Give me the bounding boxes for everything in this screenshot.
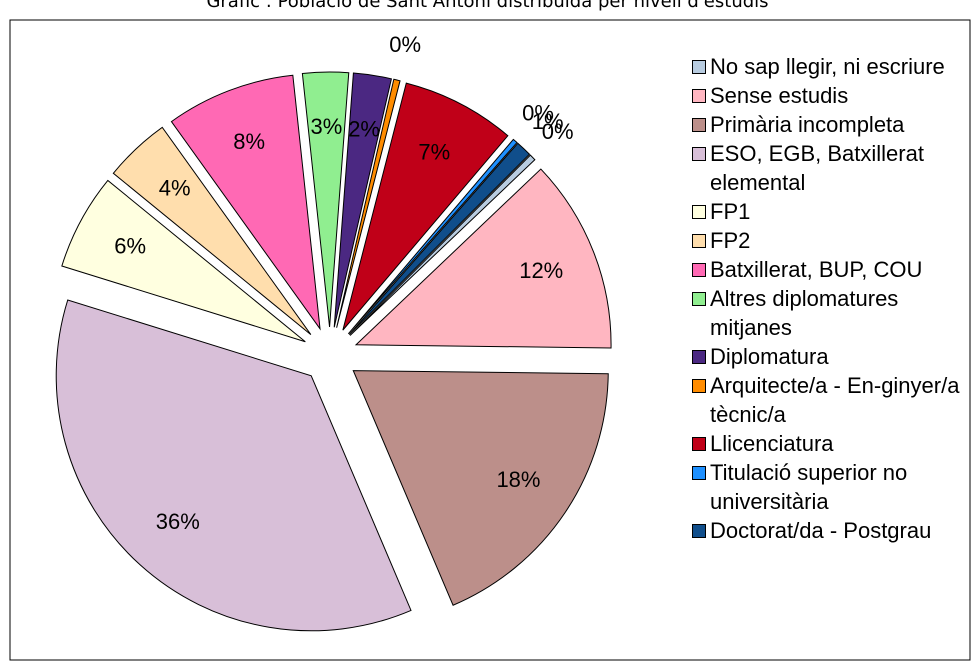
legend-label: Doctorat/da - Postgrau xyxy=(710,518,932,543)
pie-slice xyxy=(170,74,321,331)
legend-item: Arquitecte/a - En-ginyer/a tècnic/a xyxy=(692,371,972,429)
legend-item: Titulació superior no universitària xyxy=(692,458,972,516)
pie-slice xyxy=(333,72,392,328)
data-label: 8% xyxy=(233,129,265,154)
pie-slice xyxy=(354,168,612,349)
pie-slice xyxy=(55,299,412,632)
legend-item: Diplomatura xyxy=(692,342,972,371)
legend-item: Primària incompleta xyxy=(692,110,972,139)
legend-swatch xyxy=(692,205,706,219)
legend-item: Batxillerat, BUP, COU xyxy=(692,255,972,284)
data-label: 0% xyxy=(389,32,421,57)
data-label: 2% xyxy=(348,116,380,141)
data-label: 0% xyxy=(522,100,554,125)
legend-item: No sap llegir, ni escriure xyxy=(692,52,972,81)
pie-slice xyxy=(301,71,350,328)
pie-slice xyxy=(112,126,312,335)
legend-label: FP2 xyxy=(710,228,751,253)
pie-slice xyxy=(342,82,509,331)
legend-swatch xyxy=(692,234,706,248)
legend-swatch xyxy=(692,89,706,103)
legend-label: Sense estudis xyxy=(710,83,849,108)
legend: No sap llegir, ni escriure Sense estudis P… xyxy=(692,52,972,545)
pie-slice xyxy=(348,142,531,335)
legend-item: FP1 xyxy=(692,197,972,226)
data-label: 0% xyxy=(542,119,574,144)
legend-swatch xyxy=(692,437,706,451)
pie-slice xyxy=(61,179,306,343)
legend-label: FP1 xyxy=(710,199,751,224)
legend-swatch xyxy=(692,292,706,306)
legend-swatch xyxy=(692,118,706,132)
pie-slice xyxy=(349,154,536,336)
legend-item: Doctorat/da - Postgrau xyxy=(692,516,972,545)
legend-swatch xyxy=(692,147,706,161)
legend-swatch xyxy=(692,60,706,74)
legend-label: Altres diplomatures mitjanes xyxy=(710,286,899,340)
legend-label: ESO, EGB, Batxillerat elemental xyxy=(710,141,924,195)
chart-border xyxy=(9,19,971,661)
legend-label: Primària incompleta xyxy=(710,112,905,137)
legend-item: FP2 xyxy=(692,226,972,255)
legend-item: Altres diplomatures mitjanes xyxy=(692,284,972,342)
data-label: 4% xyxy=(159,175,191,200)
legend-swatch xyxy=(692,350,706,364)
legend-swatch xyxy=(692,263,706,277)
legend-swatch xyxy=(692,466,706,480)
legend-label: Titulació superior no universitària xyxy=(710,460,908,514)
legend-label: Arquitecte/a - En-ginyer/a tècnic/a xyxy=(710,373,960,427)
pie-slice xyxy=(352,370,609,606)
data-label: 7% xyxy=(418,139,450,164)
legend-label: Batxillerat, BUP, COU xyxy=(710,257,923,282)
data-label: 1% xyxy=(532,109,564,134)
legend-item: Llicenciatura xyxy=(692,429,972,458)
data-label: 36% xyxy=(156,509,200,534)
legend-label: Diplomatura xyxy=(710,344,829,369)
legend-swatch xyxy=(692,379,706,393)
legend-swatch xyxy=(692,524,706,538)
legend-item: Sense estudis xyxy=(692,81,972,110)
legend-label: No sap llegir, ni escriure xyxy=(710,54,945,79)
data-label: 3% xyxy=(311,114,343,139)
data-label: 18% xyxy=(496,467,540,492)
pie-slice xyxy=(336,78,401,328)
data-label: 12% xyxy=(519,258,563,283)
data-label: 6% xyxy=(114,233,146,258)
legend-label: Llicenciatura xyxy=(710,431,834,456)
pie-slice xyxy=(347,138,518,335)
legend-item: ESO, EGB, Batxillerat elemental xyxy=(692,139,972,197)
chart-title: Gràfic : Població de Sant Antoni distrib… xyxy=(206,0,769,12)
